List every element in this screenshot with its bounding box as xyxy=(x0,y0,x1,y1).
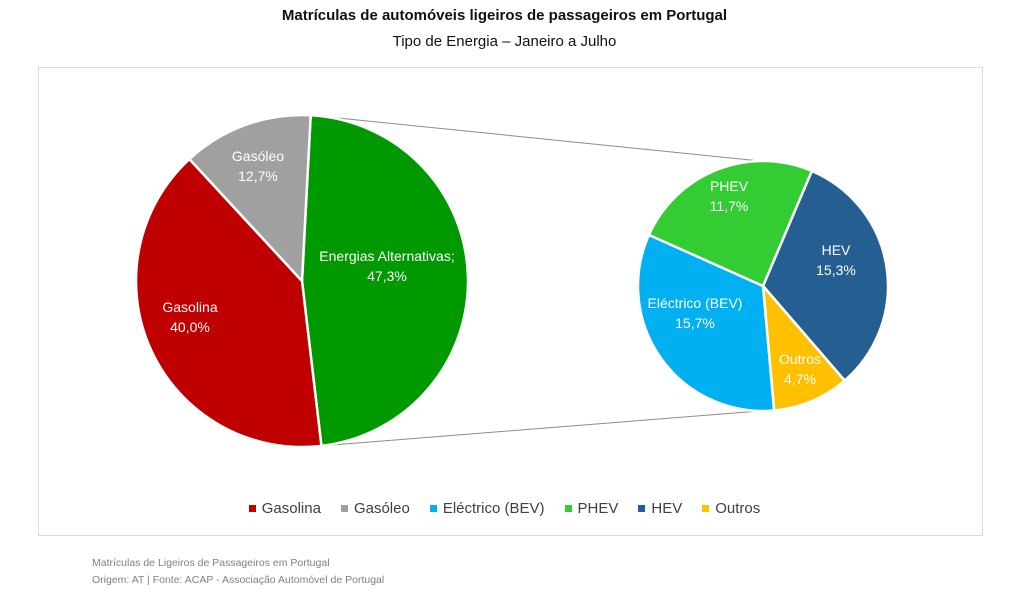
data-label-energias-alternativas-value: 47,3% xyxy=(367,268,407,284)
legend-swatch xyxy=(429,505,437,512)
pie-slice-hev xyxy=(761,169,890,383)
legend-swatch xyxy=(638,505,646,512)
main-pie xyxy=(134,113,470,449)
legend-label: Eléctrico (BEV) xyxy=(442,500,545,517)
sub-pie xyxy=(636,159,890,413)
data-label-phev-name: PHEV xyxy=(710,178,749,194)
legend-swatch xyxy=(248,505,256,512)
legend-swatch xyxy=(702,505,710,512)
data-label-hev-name: HEV xyxy=(822,242,851,258)
data-label-electrico-bev-value: 15,7% xyxy=(675,315,715,331)
legend-swatch xyxy=(340,505,348,512)
legend-label: PHEV xyxy=(577,500,619,517)
legend-item-gasolina: Gasolina xyxy=(248,500,321,517)
data-label-outros-name: Outros xyxy=(779,351,821,367)
connector-line-bottom xyxy=(321,409,773,447)
connector-lines xyxy=(310,114,773,447)
chart-frame xyxy=(38,67,983,536)
pie-slice-phev xyxy=(647,159,814,288)
chart-subtitle: Tipo de Energia – Janeiro a Julho xyxy=(392,33,617,50)
chart-title: Matrículas de automóveis ligeiros de pas… xyxy=(281,7,728,24)
data-label-gasoleo-value: 12,7% xyxy=(238,168,278,184)
legend-label: Gasóleo xyxy=(353,500,410,517)
footer-line-1: Matrículas de Ligeiros de Passageiros em… xyxy=(92,557,330,569)
legend-swatch xyxy=(564,505,572,512)
footer-line-2: Origem: AT | Fonte: ACAP - Associação Au… xyxy=(92,574,385,586)
data-label-hev-value: 15,3% xyxy=(816,262,856,278)
data-label-gasolina-name: Gasolina xyxy=(162,299,217,315)
legend-item-outros: Outros xyxy=(702,500,760,517)
legend-label: Gasolina xyxy=(261,500,321,517)
legend-item-bev: Eléctrico (BEV) xyxy=(429,500,545,517)
data-label-energias-alternativas-name: Energias Alternativas; xyxy=(319,248,454,264)
legend-label: Outros xyxy=(715,500,761,517)
pie-slice-gasoleo xyxy=(187,113,313,285)
legend: Gasolina Gasóleo Eléctrico (BEV) PHEV HE… xyxy=(0,500,1009,517)
data-label-outros-value: 4,7% xyxy=(784,371,816,387)
data-label-phev-value: 11,7% xyxy=(710,198,749,214)
pie-slice-electrico-bev xyxy=(636,233,776,413)
legend-item-gasoleo: Gasóleo xyxy=(340,500,410,517)
data-label-gasoleo-name: Gasóleo xyxy=(232,148,284,164)
data-labels: Energias Alternativas; 47,3% Gasolina 40,0%… xyxy=(162,148,855,387)
legend-label: HEV xyxy=(651,500,683,517)
legend-item-phev: PHEV xyxy=(564,500,619,517)
connector-line-top xyxy=(310,114,761,162)
pie-slice-outros xyxy=(761,282,847,412)
data-label-gasolina-value: 40,0% xyxy=(170,319,210,335)
legend-item-hev: HEV xyxy=(638,500,682,517)
pie-slice-energias-alternativas xyxy=(300,113,470,448)
pie-slice-gasolina xyxy=(134,157,323,449)
data-label-electrico-bev-name: Eléctrico (BEV) xyxy=(648,295,743,311)
